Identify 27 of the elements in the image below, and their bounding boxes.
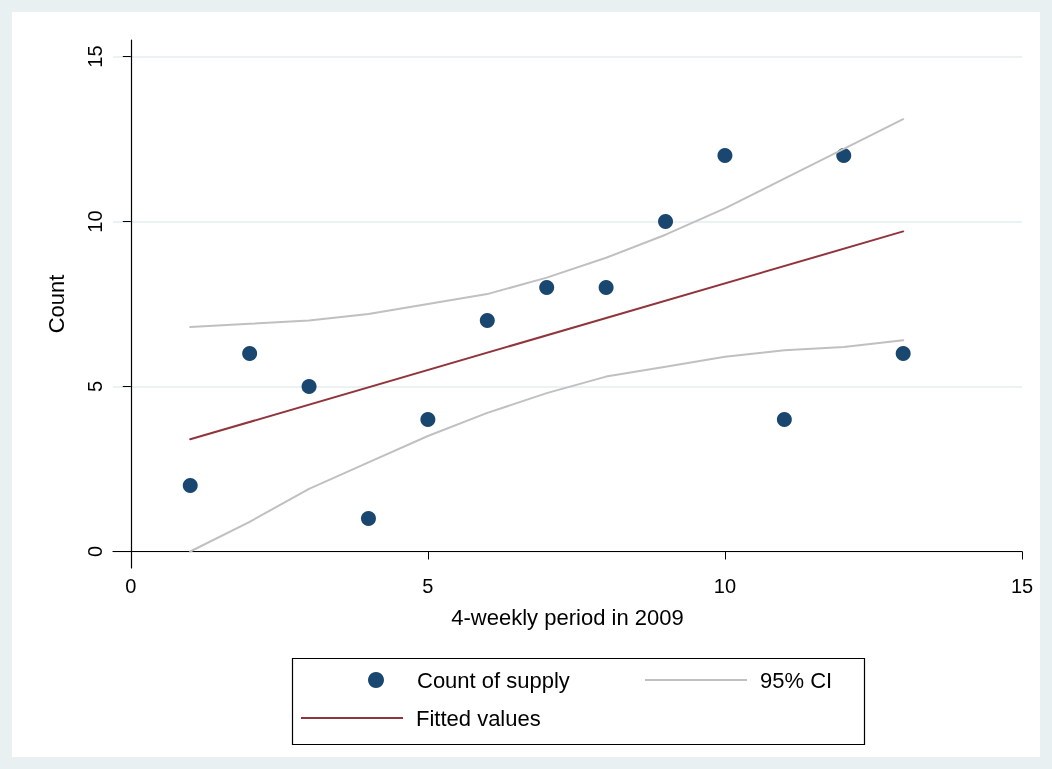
point	[776, 412, 792, 427]
y-tick-label: 5	[84, 380, 106, 393]
point	[479, 313, 495, 328]
x-tick-label: 15	[1010, 575, 1034, 597]
point	[360, 511, 376, 526]
legend-label: 95% CI	[760, 667, 833, 693]
point	[242, 346, 258, 361]
point	[598, 280, 614, 295]
line-series	[189, 118, 905, 329]
x-axis-title: 4-weekly period in 2009	[451, 604, 684, 630]
x-tick-label: 0	[125, 575, 137, 597]
x-tick-label: 10	[713, 575, 737, 597]
y-tick-label: 10	[84, 210, 106, 233]
y-axis-title: Count	[43, 274, 69, 334]
line-series	[189, 339, 905, 553]
legend-label: Fitted values	[416, 705, 541, 731]
point	[301, 379, 317, 394]
legend-label: Count of supply	[417, 667, 570, 693]
point	[539, 280, 555, 295]
point	[658, 214, 674, 229]
point	[717, 148, 733, 163]
x-tick-label: 5	[422, 575, 434, 597]
point	[420, 412, 436, 427]
point	[182, 478, 198, 493]
y-tick-label: 0	[84, 545, 106, 558]
y-tick-label: 15	[84, 45, 106, 68]
point	[895, 346, 911, 361]
